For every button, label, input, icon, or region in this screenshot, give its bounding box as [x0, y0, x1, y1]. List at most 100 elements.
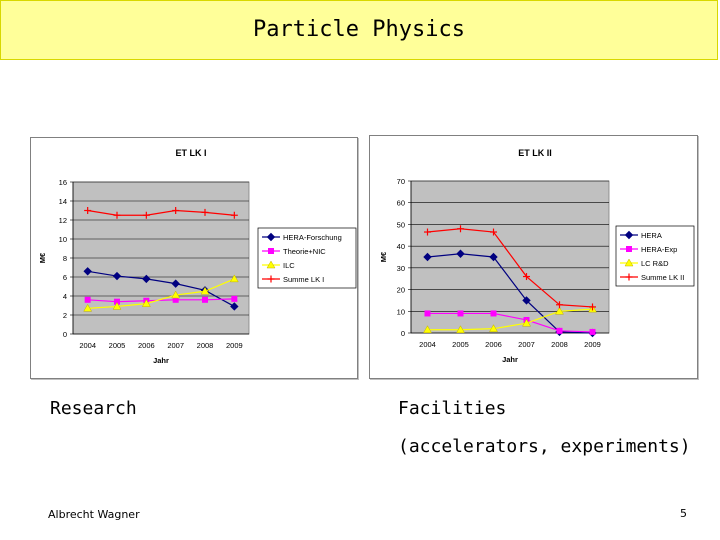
chart1-ytick-label: 12	[59, 216, 67, 225]
caption-research: Research	[50, 398, 137, 419]
chart2-ytick-label: 40	[397, 242, 405, 251]
caption-facilities: Facilities	[398, 398, 507, 419]
chart1-series-2-point	[83, 303, 93, 312]
author-name: Albrecht Wagner	[48, 508, 140, 521]
chart2-series-1-point	[490, 310, 497, 317]
chart2-ytick-label: 70	[397, 177, 405, 186]
chart2-series-3-point	[424, 228, 431, 236]
chart2-ytick-label: 20	[397, 286, 405, 295]
chart1-series-3-point	[113, 211, 121, 219]
chart2-xtick-label: 2005	[452, 340, 469, 349]
chart1-series-line-3	[87, 209, 235, 216]
page-number: 5	[680, 507, 687, 520]
chart1-series-3-point	[230, 211, 238, 219]
chart1-xlabel: Jahr	[153, 356, 169, 365]
chart2-title: ET LK II	[518, 148, 552, 158]
chart2-series-0-point	[423, 252, 432, 262]
chart2-series-line-1	[427, 312, 593, 333]
chart-et-lk-1: ET LK I 0 2 4 6 8 10 12 14 16 2004 2005 2006 2007 2008…	[30, 137, 358, 379]
chart1-xtick-label: 2008	[197, 341, 214, 350]
chart2-legend-label: Summe LK II	[641, 273, 684, 282]
chart2-series-3-point	[523, 273, 530, 281]
chart1-legend-marker	[268, 248, 274, 254]
chart2-series-0-point	[489, 252, 498, 262]
chart2-plot-area	[410, 180, 610, 334]
chart1-legend-marker	[267, 275, 275, 283]
chart1-ytick-label: 6	[63, 273, 67, 282]
chart1-ytick-label: 16	[59, 178, 67, 187]
chart2-series-1-point	[424, 310, 431, 317]
chart2-ytick-label: 30	[397, 264, 405, 273]
chart2-legend-label: LC R&D	[641, 259, 669, 268]
chart2-legend-label: HERA-Exp	[641, 245, 677, 254]
chart1-series-3-point	[84, 207, 92, 214]
chart1-series-0-point	[112, 271, 122, 281]
chart2-series-2-point	[456, 325, 465, 333]
chart1-ylabel: M€	[38, 252, 47, 263]
chart2-xtick-label: 2007	[518, 340, 535, 349]
chart2-series-line-3	[427, 228, 593, 308]
chart2-series-1-point	[589, 328, 596, 335]
chart1-series-line-0	[87, 270, 235, 307]
chart2-xtick-label: 2009	[584, 340, 601, 349]
chart1-series-3-point	[172, 207, 180, 214]
chart1-ytick-label: 2	[63, 311, 67, 320]
chart2-series-1-point	[457, 310, 464, 317]
chart2-series-2-point	[555, 306, 564, 315]
chart2-legend: HERA HERA-Exp LC R&D Summe LK II	[615, 225, 695, 287]
chart2-series-2-point	[522, 318, 531, 327]
chart1-series-3-point	[142, 211, 150, 219]
chart1-xtick-label: 2004	[79, 341, 96, 350]
chart1-xtick-label: 2005	[109, 341, 126, 350]
chart2-series-3-point	[457, 225, 464, 233]
title-bar: Particle Physics	[0, 0, 718, 60]
chart1-legend-marker	[266, 260, 276, 269]
chart2-legend-marker	[624, 230, 634, 240]
chart2-legend-marker	[625, 273, 633, 281]
chart1-ytick-label: 0	[63, 330, 67, 339]
chart2-ytick-label: 10	[397, 307, 405, 316]
chart2-legend-marker	[624, 258, 634, 267]
chart2-xtick-label: 2006	[485, 340, 502, 349]
chart1-ytick-label: 4	[63, 292, 67, 301]
chart2-ylabel: M€	[379, 251, 388, 262]
chart1-legend-label: ILC	[283, 261, 295, 270]
chart-et-lk-2-svg: ET LK II 0 10 20 30 40 50 60 70 2004 2005 2006 2007 2…	[379, 148, 695, 364]
chart1-legend-marker	[266, 232, 276, 242]
caption-facilities-subtitle: (accelerators, experiments)	[398, 436, 691, 457]
chart2-series-line-0	[427, 253, 593, 334]
chart2-xtick-label: 2004	[419, 340, 436, 349]
chart2-series-0-point	[456, 249, 465, 258]
chart1-ytick-label: 8	[63, 254, 67, 263]
chart-et-lk-2: ET LK II 0 10 20 30 40 50 60 70 2004 2005 2006 2007 2…	[369, 135, 698, 379]
chart1-series-1-point	[231, 295, 238, 302]
slide-title: Particle Physics	[253, 17, 465, 42]
chart1-series-0-point	[171, 279, 180, 288]
chart2-series-2-point	[423, 325, 432, 333]
chart1-series-3-point	[201, 208, 209, 216]
chart2-series-1-point	[556, 327, 563, 334]
chart1-xtick-label: 2007	[167, 341, 184, 350]
chart2-series-2-point	[489, 324, 498, 332]
chart1-legend-label: HERA-Forschung	[283, 233, 342, 242]
chart1-series-2-point	[200, 286, 210, 295]
chart1-series-1-point	[114, 298, 120, 305]
chart1-legend-label: Summe LK I	[283, 275, 324, 284]
chart1-series-2-point	[141, 299, 151, 307]
chart1-series-0-point	[230, 302, 239, 311]
chart1-ytick-label: 14	[59, 197, 67, 206]
chart2-legend-marker	[626, 246, 632, 252]
chart1-series-2-point	[171, 290, 181, 299]
chart1-legend-label: Theorie+NIC	[283, 247, 326, 256]
chart1-xtick-label: 2009	[226, 341, 243, 350]
chart2-ytick-label: 60	[397, 199, 405, 208]
chart-et-lk-1-svg: ET LK I 0 2 4 6 8 10 12 14 16 2004 2005 2006 2007 2008…	[38, 148, 357, 365]
chart1-series-0-point	[83, 267, 92, 276]
chart1-series-2-point	[229, 274, 239, 283]
chart1-ytick-label: 10	[59, 235, 67, 244]
chart1-series-1-point	[202, 296, 208, 303]
chart2-series-3-point	[490, 228, 497, 236]
chart1-series-0-point	[142, 274, 151, 284]
chart1-legend: HERA-Forschung Theorie+NIC ILC Summe LK I	[257, 227, 357, 289]
chart2-legend-label: HERA	[641, 231, 662, 240]
